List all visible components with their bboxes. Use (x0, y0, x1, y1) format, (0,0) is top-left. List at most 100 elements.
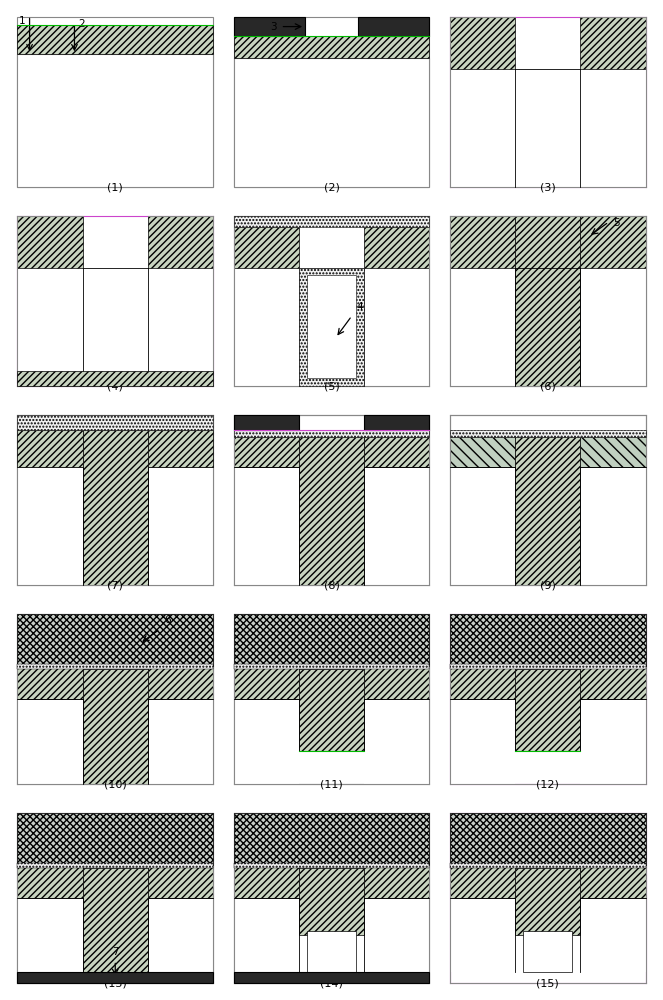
Bar (17, 898, 83, 972)
Text: (5): (5) (324, 381, 339, 391)
Text: (12): (12) (536, 779, 559, 789)
Bar (450, 813, 646, 865)
Bar (364, 415, 430, 430)
Bar (148, 216, 213, 268)
Bar (299, 268, 364, 386)
Bar (299, 437, 364, 585)
Bar (307, 275, 356, 378)
Text: 4: 4 (356, 302, 363, 312)
Bar (364, 437, 430, 467)
Bar (148, 898, 213, 972)
Bar (450, 699, 515, 784)
Bar (233, 865, 299, 898)
Bar (450, 467, 515, 585)
Bar (364, 865, 430, 898)
Bar (364, 467, 430, 585)
Bar (450, 863, 646, 868)
Bar (580, 216, 646, 268)
Bar (233, 813, 430, 865)
Text: (6): (6) (540, 381, 556, 391)
Text: 5: 5 (613, 218, 620, 228)
Text: (4): (4) (107, 381, 123, 391)
Text: 1: 1 (19, 16, 25, 26)
Bar (450, 17, 515, 69)
Bar (580, 865, 646, 898)
Bar (364, 666, 430, 699)
Bar (148, 699, 213, 784)
Bar (233, 614, 430, 666)
Bar (364, 227, 430, 268)
Bar (233, 699, 299, 784)
Bar (233, 972, 430, 983)
Bar (233, 268, 430, 386)
Text: 6: 6 (164, 615, 171, 625)
Bar (364, 898, 430, 972)
Text: (14): (14) (320, 978, 343, 988)
Bar (148, 666, 213, 699)
Bar (450, 216, 515, 268)
Bar (580, 699, 646, 784)
Text: (7): (7) (107, 580, 123, 590)
Bar (17, 268, 213, 386)
Bar (17, 25, 213, 54)
Bar (515, 216, 580, 386)
Bar (450, 614, 646, 666)
Bar (233, 437, 299, 467)
Bar (17, 813, 213, 865)
Bar (580, 467, 646, 585)
Bar (450, 69, 646, 187)
Bar (83, 669, 148, 784)
Bar (580, 898, 646, 972)
Bar (233, 898, 299, 972)
Bar (17, 54, 213, 187)
Bar (148, 467, 213, 585)
Bar (17, 614, 213, 666)
Text: (15): (15) (536, 978, 559, 988)
Bar (358, 17, 430, 36)
Text: (10): (10) (104, 779, 127, 789)
Text: (11): (11) (320, 779, 343, 789)
Bar (299, 868, 364, 935)
Bar (17, 666, 83, 699)
Bar (580, 69, 646, 187)
Bar (17, 664, 213, 669)
Bar (83, 430, 148, 585)
Bar (450, 430, 646, 437)
Bar (233, 430, 430, 437)
Text: 2: 2 (78, 19, 85, 29)
Bar (450, 437, 515, 467)
Text: 3: 3 (270, 22, 276, 32)
Bar (515, 437, 580, 585)
Bar (17, 865, 83, 898)
Bar (515, 669, 580, 751)
Bar (233, 664, 430, 669)
Bar (83, 868, 148, 972)
Bar (515, 868, 580, 935)
Bar (17, 467, 83, 585)
Text: (8): (8) (324, 580, 339, 590)
Bar (450, 865, 515, 898)
Bar (450, 69, 515, 187)
Bar (233, 863, 430, 868)
Bar (580, 268, 646, 386)
Bar (233, 216, 430, 227)
Bar (233, 17, 305, 36)
Bar (580, 666, 646, 699)
Bar (17, 430, 83, 467)
Bar (450, 898, 515, 972)
Bar (523, 931, 572, 972)
Bar (17, 699, 83, 784)
Bar (233, 415, 299, 430)
Text: 7: 7 (112, 947, 119, 957)
Bar (233, 227, 299, 268)
Bar (233, 666, 299, 699)
Bar (450, 666, 515, 699)
Bar (17, 863, 213, 868)
Bar (148, 865, 213, 898)
Bar (17, 216, 83, 268)
Bar (580, 437, 646, 467)
Text: (1): (1) (107, 182, 123, 192)
Bar (233, 58, 430, 187)
Bar (364, 699, 430, 784)
Bar (148, 430, 213, 467)
